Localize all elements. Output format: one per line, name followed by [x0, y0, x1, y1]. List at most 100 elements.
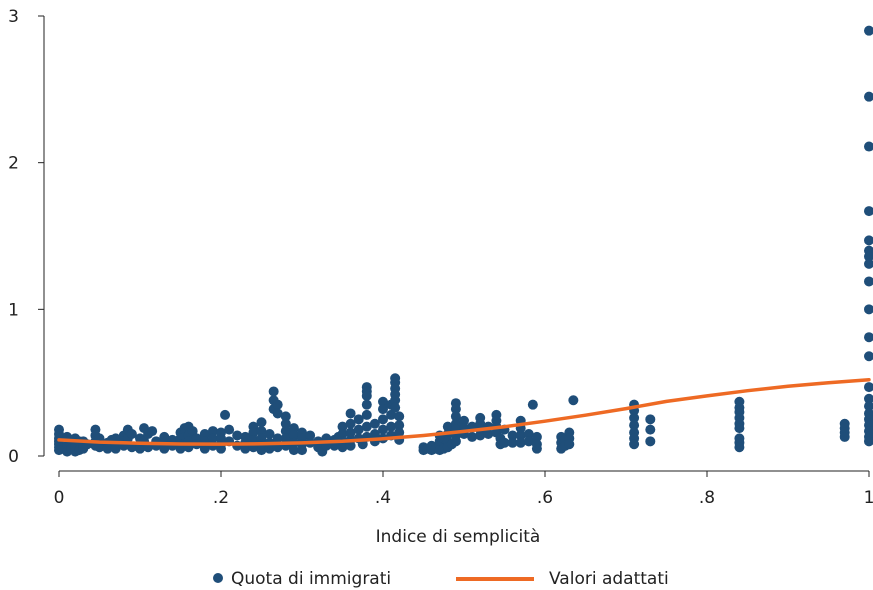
data-point [515, 437, 526, 448]
data-point [864, 382, 873, 393]
data-point [345, 427, 356, 438]
data-point [450, 404, 461, 415]
data-point [345, 418, 356, 429]
data-point [564, 439, 575, 450]
data-point [864, 351, 873, 362]
data-point [378, 414, 388, 425]
data-point [864, 276, 873, 287]
data-point [94, 442, 105, 453]
data-point [390, 402, 401, 413]
x-tick-label: .8 [699, 488, 715, 508]
data-point [450, 436, 461, 447]
x-tick-label: 0 [54, 488, 65, 508]
data-point [361, 421, 372, 432]
data-point [256, 426, 267, 437]
data-point [248, 427, 259, 438]
data-point [369, 429, 380, 439]
data-point [345, 408, 356, 419]
fitted-values-line [57, 377, 871, 446]
data-point [256, 417, 267, 428]
data-point [264, 443, 275, 454]
y-tick-label: 2 [8, 154, 19, 174]
data-point [864, 258, 873, 269]
data-point [135, 443, 145, 454]
data-point [499, 437, 510, 448]
data-point [864, 91, 873, 102]
data-point [864, 332, 873, 343]
data-point [531, 443, 542, 454]
data-point [224, 424, 235, 435]
data-point [394, 427, 405, 438]
x-tick-label: .2 [213, 488, 229, 508]
data-point [629, 420, 640, 431]
data-point [527, 399, 538, 410]
data-point [272, 433, 283, 444]
data-point [839, 431, 850, 442]
data-point [864, 206, 873, 217]
data-point [268, 386, 279, 397]
data-point [507, 430, 518, 441]
data-point [523, 429, 534, 439]
data-point [378, 404, 388, 415]
data-point [864, 436, 873, 447]
data-point [353, 424, 364, 435]
y-tick-label: 0 [8, 447, 19, 467]
data-point [515, 430, 526, 441]
data-point [102, 443, 113, 454]
data-point [337, 421, 348, 432]
data-point [280, 426, 291, 437]
data-point [216, 443, 226, 454]
data-point [864, 251, 873, 262]
data-point [126, 429, 137, 439]
data-point [187, 426, 198, 437]
data-point [199, 429, 210, 439]
data-point [337, 442, 348, 453]
data-point [629, 439, 640, 450]
data-point [645, 424, 656, 435]
legend: Quota di immigrati Valori adattati [213, 569, 669, 589]
data-point [361, 409, 372, 420]
data-point [345, 440, 356, 451]
data-point [361, 390, 372, 401]
data-point [386, 409, 397, 420]
data-point [199, 443, 210, 454]
data-point [734, 423, 745, 434]
legend-label-quota: Quota di immigrati [231, 569, 391, 589]
data-point [264, 429, 275, 439]
data-point [568, 395, 579, 406]
data-point [175, 443, 186, 454]
data-point [390, 395, 401, 406]
y-tick-label: 1 [8, 300, 19, 320]
data-point [864, 304, 873, 315]
data-point [353, 414, 364, 425]
data-point [378, 424, 388, 435]
data-point [483, 429, 494, 439]
data-point [232, 430, 243, 441]
y-tick-label: 3 [8, 7, 19, 27]
data-point [394, 411, 405, 422]
data-point [272, 399, 283, 410]
fitted-line-group [57, 377, 871, 446]
x-tick-label: .6 [537, 488, 553, 508]
data-point [280, 418, 291, 429]
data-point [864, 25, 873, 36]
data-point [220, 409, 231, 420]
data-point [645, 436, 656, 447]
data-point [207, 433, 218, 444]
data-point [305, 430, 316, 441]
data-point [450, 411, 461, 422]
data-point [280, 411, 291, 422]
data-point [147, 426, 158, 437]
data-point [467, 431, 478, 442]
data-point [531, 431, 542, 442]
data-point [288, 430, 299, 441]
legend-marker-quota [213, 573, 223, 583]
data-point [54, 445, 64, 456]
data-point [280, 433, 291, 444]
data-point [288, 423, 299, 434]
data-point [361, 399, 372, 410]
data-point [369, 418, 380, 429]
data-point [629, 412, 640, 423]
data-point [459, 415, 469, 426]
